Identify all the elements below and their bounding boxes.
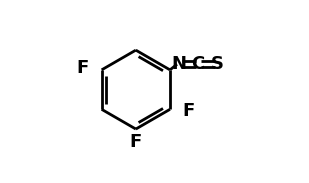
Text: N: N: [171, 55, 187, 73]
Text: F: F: [183, 102, 195, 120]
Text: F: F: [77, 59, 89, 77]
Text: C: C: [192, 55, 205, 73]
Text: S: S: [211, 55, 224, 73]
Text: F: F: [130, 133, 142, 151]
